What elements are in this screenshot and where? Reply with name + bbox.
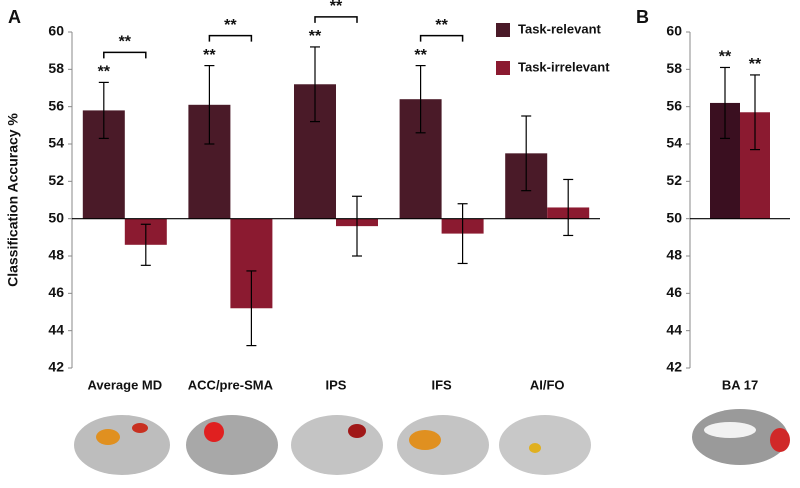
brain-region	[348, 424, 366, 438]
legend-swatch	[496, 23, 510, 37]
brain	[397, 415, 489, 475]
y-tick-label: 48	[48, 247, 64, 263]
panel-label: B	[636, 7, 649, 27]
brain-region	[529, 443, 541, 453]
y-tick-label: 54	[48, 135, 64, 151]
brain	[499, 415, 591, 475]
y-tick-label: 52	[666, 172, 682, 188]
y-tick-label: 60	[666, 23, 682, 39]
brain	[186, 415, 278, 475]
y-tick-label: 44	[48, 321, 64, 337]
brain-region	[204, 422, 224, 442]
y-tick-label: 58	[666, 60, 682, 76]
x-tick-label: AI/FO	[530, 377, 565, 392]
y-tick-label: 50	[666, 209, 682, 225]
significance-label: **	[203, 47, 216, 64]
y-tick-label: 54	[666, 135, 682, 151]
y-tick-label: 56	[48, 97, 64, 113]
x-tick-label: BA 17	[722, 377, 758, 392]
y-tick-label: 58	[48, 60, 64, 76]
significance-bracket	[103, 51, 147, 59]
brain-region	[770, 428, 790, 452]
x-tick-label: IFS	[431, 377, 452, 392]
brain-images	[74, 409, 790, 475]
y-tick-label: 44	[666, 321, 682, 337]
bracket-label: **	[224, 17, 237, 34]
panel-label: A	[8, 7, 21, 27]
significance-bracket	[419, 34, 464, 42]
y-tick-label: 46	[666, 284, 682, 300]
brain-region	[409, 430, 441, 450]
legend-swatch	[496, 61, 510, 75]
x-tick-label: IPS	[326, 377, 347, 392]
bracket-label: **	[330, 0, 343, 15]
legend-label: Task-irrelevant	[518, 59, 610, 74]
significance-label: **	[309, 28, 322, 45]
y-tick-label: 42	[48, 359, 64, 375]
brain-region	[96, 429, 120, 445]
significance-label: **	[414, 47, 427, 64]
significance-label: **	[749, 56, 762, 73]
y-axis-label: Classification Accuracy %	[5, 113, 21, 287]
significance-label: **	[719, 49, 732, 66]
y-tick-label: 46	[48, 284, 64, 300]
brain-region	[704, 422, 756, 438]
bracket-label: **	[435, 17, 448, 34]
y-tick-label: 56	[666, 97, 682, 113]
significance-bracket	[208, 34, 253, 42]
y-tick-label: 48	[666, 247, 682, 263]
y-tick-label: 50	[48, 209, 64, 225]
x-tick-label: ACC/pre-SMA	[188, 377, 274, 392]
y-tick-label: 60	[48, 23, 64, 39]
brain	[291, 415, 383, 475]
bracket-label: **	[119, 34, 132, 51]
legend-label: Task-relevant	[518, 21, 602, 36]
y-tick-label: 42	[666, 359, 682, 375]
significance-bracket	[314, 16, 358, 23]
brain	[74, 415, 170, 475]
x-tick-label: Average MD	[87, 377, 162, 392]
significance-label: **	[98, 64, 111, 81]
brain-region	[132, 423, 148, 433]
y-tick-label: 52	[48, 172, 64, 188]
